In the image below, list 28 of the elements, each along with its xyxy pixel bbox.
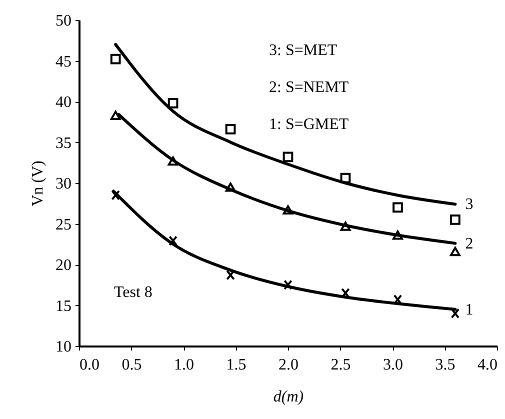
- annotation: 2: S=NEMT: [269, 79, 349, 96]
- x-tick-label: 2.0: [278, 356, 298, 374]
- x-tick-label: 3.5: [435, 356, 456, 374]
- y-tick-label: 10: [56, 338, 72, 356]
- line-series: [114, 42, 457, 206]
- y-tick-label: 30: [56, 176, 72, 192]
- annotation: 1: S=GMET: [269, 116, 349, 133]
- annotation: 3: S=MET: [269, 42, 338, 59]
- y-axis-title: Vn (V): [30, 160, 46, 206]
- x-tick-label: 4.0: [478, 356, 498, 374]
- series-label: 1: [465, 301, 474, 318]
- x-tick-label: 1.0: [174, 356, 194, 374]
- annotation: Test 8: [114, 284, 152, 301]
- y-tick-label: 45: [56, 53, 72, 70]
- x-axis-title: d(m): [273, 388, 304, 406]
- x-tick-label: 0.5: [122, 356, 142, 374]
- y-tick-label: 40: [56, 94, 72, 111]
- series-label: 2: [465, 235, 474, 252]
- x-tick-label: 2.5: [330, 356, 351, 374]
- x-tick-label: 0.0: [80, 356, 100, 374]
- y-tick-label: 15: [56, 298, 72, 315]
- y-tick-label: 25: [56, 216, 72, 234]
- x-tick-label: 1.5: [226, 356, 246, 374]
- y-tick-label: 50: [56, 12, 72, 30]
- y-tick-label: 35: [56, 134, 72, 152]
- y-tick-label: 20: [56, 257, 72, 274]
- series-label: 3: [465, 196, 474, 214]
- x-tick-label: 3.0: [383, 356, 403, 374]
